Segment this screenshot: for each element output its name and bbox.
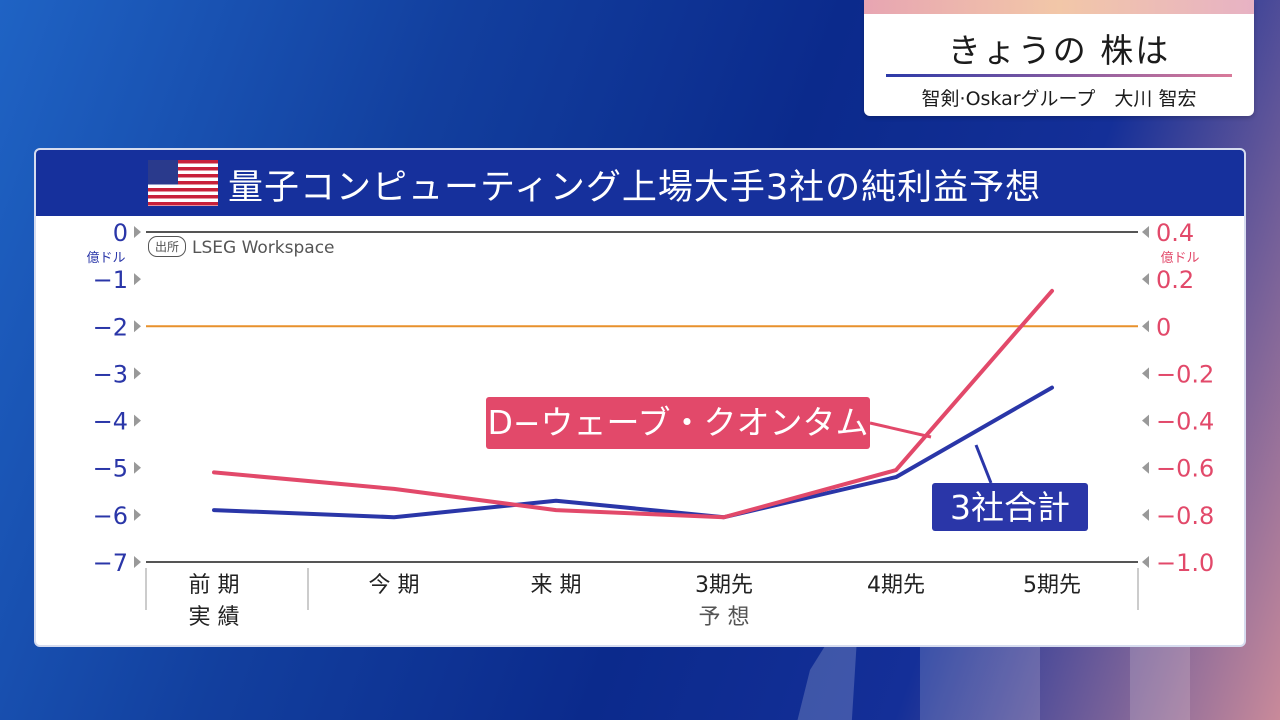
left-axis-tick-label: 0 [113, 219, 128, 247]
x-axis-group-label: 予 想 [699, 605, 750, 630]
series-line-0 [212, 385, 1054, 520]
left-axis-tick-marker [134, 508, 141, 521]
left-axis-tick-label: −6 [93, 502, 128, 530]
left-axis-tick-label: −1 [93, 266, 128, 294]
right-axis-tick-marker [1142, 508, 1149, 521]
right-axis-tick-label: 0 [1156, 313, 1171, 341]
leader-line-dwave [869, 421, 932, 439]
x-axis-tick-label: 来 期 [531, 573, 582, 598]
caption-subtitle: 智剣·Oskarグループ 大川 智宏 [921, 88, 1197, 110]
right-axis-unit: 億ドル [1160, 250, 1199, 266]
right-axis-tick-label: −1.0 [1156, 549, 1214, 577]
source-tag: 出所 [148, 236, 187, 257]
caption-title: きょうの 株は [947, 31, 1171, 70]
x-axis-tick-label: 5期先 [1023, 573, 1081, 598]
line-chart: 0 −1 −2 −3 −4 −5 −6 −7 億ドル 0.4 0.2 0 −0.2 −0.4 −0.6 −0.… [86, 219, 1214, 630]
right-axis-tick-marker [1142, 273, 1149, 286]
x-axis-tick-label: 実 績 [189, 605, 240, 630]
series-label-total: 3社合計 [932, 483, 1088, 531]
right-axis-tick-marker [1142, 556, 1149, 568]
left-axis-tick-label: −3 [93, 360, 128, 388]
chart-panel-header: 量子コンピューティング上場大手3社の純利益予想 [36, 150, 1244, 216]
left-axis-tick-label: −5 [93, 455, 128, 483]
x-axis-tick-label: 前 期 [189, 573, 240, 598]
caption-divider [886, 74, 1232, 77]
caption-accent-bar [864, 0, 1254, 14]
left-axis-tick-marker [134, 461, 141, 474]
chart-title: 量子コンピューティング上場大手3社の純利益予想 [228, 168, 1042, 208]
leader-line-total [974, 444, 993, 484]
left-axis-tick-marker [134, 414, 141, 427]
left-axis-tick-label: −2 [93, 313, 128, 341]
x-axis-tick-label: 3期先 [695, 573, 753, 598]
chart-source: 出所 LSEG Workspace [148, 236, 335, 258]
right-axis-tick-label: −0.8 [1156, 502, 1214, 530]
left-axis-tick-marker [134, 320, 141, 333]
series-line-1 [212, 288, 1054, 520]
left-axis-tick-marker [134, 273, 141, 286]
right-axis-tick-marker [1142, 226, 1149, 238]
us-flag-icon [148, 160, 218, 206]
source-text: LSEG Workspace [192, 238, 335, 258]
program-caption-box: きょうの 株は 智剣·Oskarグループ 大川 智宏 [864, 0, 1254, 116]
left-axis-tick-marker [134, 367, 141, 380]
x-axis-tick-label: 4期先 [867, 573, 925, 598]
right-axis-tick-label: 0.2 [1156, 266, 1194, 294]
x-axis-tick-label: 今 期 [369, 573, 420, 598]
right-axis-tick-marker [1142, 367, 1149, 380]
right-axis-tick-label: 0.4 [1156, 219, 1194, 247]
left-axis-tick-label: −4 [93, 408, 128, 436]
left-axis-tick-label: −7 [93, 549, 128, 577]
right-axis-tick-marker [1142, 461, 1149, 474]
left-axis-tick-marker [134, 226, 141, 238]
chart-panel: 量子コンピューティング上場大手3社の純利益予想 出所 LSEG Workspace… [34, 148, 1246, 647]
left-axis-tick-marker [134, 556, 141, 568]
series-label-dwave: D−ウェーブ・クオンタム [486, 397, 870, 449]
right-axis-tick-marker [1142, 320, 1149, 333]
right-axis-tick-label: −0.6 [1156, 455, 1214, 483]
left-axis-unit: 億ドル [86, 250, 125, 266]
right-axis-tick-label: −0.4 [1156, 408, 1214, 436]
right-axis-tick-label: −0.2 [1156, 360, 1214, 388]
right-axis-tick-marker [1142, 414, 1149, 427]
